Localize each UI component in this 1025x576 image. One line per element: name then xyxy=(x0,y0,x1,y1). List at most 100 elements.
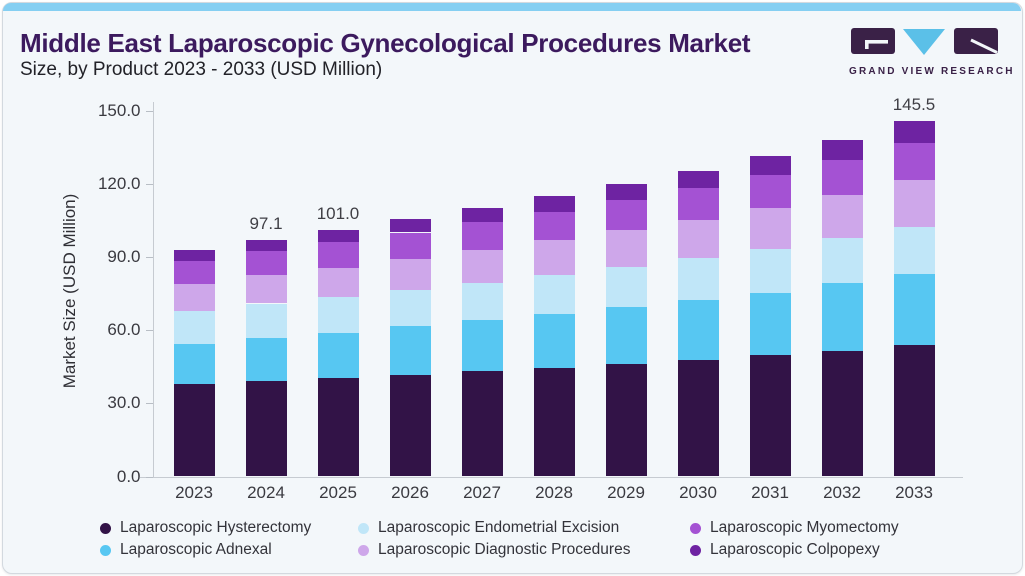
bar-segment-2025 xyxy=(317,377,359,477)
bar-segment-2025 xyxy=(317,297,359,333)
bar-segment-2026 xyxy=(389,374,431,477)
bar-segment-2024 xyxy=(245,303,287,338)
legend-item: Laparoscopic Colpopexy xyxy=(690,539,880,561)
bar-segment-2029 xyxy=(605,183,647,201)
legend-swatch xyxy=(100,522,111,534)
bar-segment-2024 xyxy=(245,251,287,276)
bar-value-label: 101.0 xyxy=(316,204,360,224)
bar-segment-2023 xyxy=(173,250,215,261)
x-tick-label: 2031 xyxy=(751,482,789,502)
bar-segment-2032 xyxy=(821,238,863,284)
bar-segment-2024 xyxy=(245,275,287,304)
bar-segment-2032 xyxy=(821,159,863,195)
legend-swatch xyxy=(358,544,369,556)
legend-swatch xyxy=(690,522,701,534)
legend-item: Laparoscopic Hysterectomy xyxy=(100,517,311,539)
x-tick-label: 2032 xyxy=(823,482,861,502)
bar-segment-2033 xyxy=(893,180,935,227)
legend-label: Laparoscopic Myomectomy xyxy=(710,519,899,536)
bar-segment-2029 xyxy=(605,307,647,364)
bar-segment-2023 xyxy=(173,384,215,477)
bar-segment-2028 xyxy=(533,196,575,212)
bar-segment-2028 xyxy=(533,314,575,368)
legend-item: Laparoscopic Endometrial Excision xyxy=(358,517,619,539)
gvr-logo-icon xyxy=(851,28,998,55)
y-tick-mark xyxy=(145,330,153,332)
y-tick-label: 120.0 xyxy=(97,173,141,193)
bar-segment-2026 xyxy=(389,258,431,291)
bar-segment-2026 xyxy=(389,290,431,327)
gvr-logo-text: GRAND VIEW RESEARCH xyxy=(849,66,1015,77)
bar-segment-2026 xyxy=(389,326,431,375)
gvr-logo: GRAND VIEW RESEARCH xyxy=(849,27,1015,77)
y-tick-mark xyxy=(145,256,153,258)
x-tick-label: 2026 xyxy=(391,482,429,502)
bar-segment-2030 xyxy=(677,187,719,220)
legend-swatch xyxy=(690,544,701,556)
bar-segment-2030 xyxy=(677,170,719,188)
bar-segment-2026 xyxy=(389,219,431,233)
legend-item: Laparoscopic Myomectomy xyxy=(690,517,899,539)
y-axis-line xyxy=(152,102,154,477)
legend-label: Laparoscopic Adnexal xyxy=(120,541,272,558)
bar-segment-2027 xyxy=(461,320,503,372)
bar-segment-2029 xyxy=(605,267,647,308)
bar-value-label: 145.5 xyxy=(892,95,936,115)
legend-label: Laparoscopic Hysterectomy xyxy=(120,519,312,536)
legend-label: Laparoscopic Diagnostic Procedures xyxy=(378,541,631,558)
bar-segment-2025 xyxy=(317,332,359,378)
y-tick-mark xyxy=(145,476,153,478)
bar-segment-2023 xyxy=(173,283,215,311)
bar-value-label: 97.1 xyxy=(249,213,283,233)
bar-segment-2032 xyxy=(821,350,863,477)
x-tick-label: 2025 xyxy=(319,482,357,502)
bar-segment-2023 xyxy=(173,343,215,385)
bar-segment-2032 xyxy=(821,283,863,351)
bar-segment-2033 xyxy=(893,226,935,274)
legend-item: Laparoscopic Diagnostic Procedures xyxy=(358,539,630,561)
bar-segment-2026 xyxy=(389,232,431,259)
bar-segment-2028 xyxy=(533,367,575,477)
legend-label: Laparoscopic Endometrial Excision xyxy=(378,519,620,536)
bar-segment-2025 xyxy=(317,230,359,243)
bar-segment-2032 xyxy=(821,194,863,239)
bar-segment-2031 xyxy=(749,207,791,250)
bar-segment-2033 xyxy=(893,273,935,345)
y-tick-label: 0.0 xyxy=(116,466,141,486)
bar-segment-2029 xyxy=(605,230,647,268)
bar-segment-2028 xyxy=(533,240,575,276)
bar-segment-2027 xyxy=(461,249,503,283)
top-accent-bar xyxy=(3,3,1021,11)
bar-segment-2024 xyxy=(245,239,287,252)
bar-segment-2027 xyxy=(461,208,503,223)
x-tick-label: 2028 xyxy=(535,482,573,502)
page-subtitle: Size, by Product 2023 - 2033 (USD Millio… xyxy=(20,59,383,80)
bar-segment-2030 xyxy=(677,359,719,477)
y-tick-label: 90.0 xyxy=(107,246,141,266)
bar-segment-2029 xyxy=(605,363,647,477)
bar-segment-2028 xyxy=(533,275,575,315)
y-tick-label: 60.0 xyxy=(107,320,141,340)
bar-segment-2025 xyxy=(317,267,359,298)
x-tick-label: 2029 xyxy=(607,482,645,502)
legend-label: Laparoscopic Colpopexy xyxy=(710,541,880,558)
bar-segment-2025 xyxy=(317,242,359,268)
bar-segment-2033 xyxy=(893,121,935,144)
y-tick-mark xyxy=(145,183,153,185)
bar-segment-2033 xyxy=(893,143,935,181)
legend-swatch xyxy=(100,544,111,556)
bar-segment-2030 xyxy=(677,258,719,301)
bar-segment-2033 xyxy=(893,344,935,477)
y-tick-label: 30.0 xyxy=(107,393,141,413)
legend-item: Laparoscopic Adnexal xyxy=(100,539,272,561)
bar-segment-2030 xyxy=(677,300,719,360)
x-tick-label: 2024 xyxy=(247,482,285,502)
bar-segment-2031 xyxy=(749,174,791,208)
x-axis-line xyxy=(140,476,963,478)
bar-segment-2024 xyxy=(245,380,287,477)
bar-segment-2029 xyxy=(605,200,647,231)
page-title: Middle East Laparoscopic Gynecological P… xyxy=(20,28,751,58)
bar-segment-2030 xyxy=(677,219,719,259)
